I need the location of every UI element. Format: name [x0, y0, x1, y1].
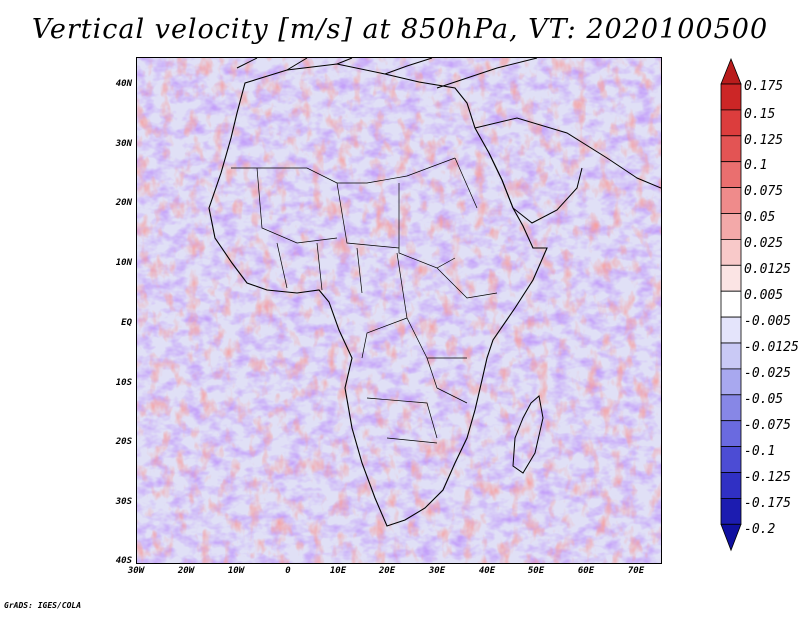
lat-label-40s: 40S — [115, 556, 132, 566]
field-texture-upward — [137, 58, 661, 563]
lat-label-30n: 30N — [115, 139, 132, 149]
colorbar-label: 0.1 — [744, 158, 768, 173]
lat-label-20s: 20S — [115, 437, 132, 447]
colorbar-label: -0.1 — [744, 444, 776, 459]
lat-label-10n: 10N — [115, 258, 132, 268]
lat-label-eq: EQ — [121, 318, 132, 328]
footer-credit: GrADS: IGES/COLA — [4, 601, 82, 610]
colorbar-label: -0.125 — [744, 470, 791, 485]
lon-label-70e: 70E — [627, 566, 645, 576]
colorbar-segment — [720, 161, 742, 188]
colorbar-label: -0.0125 — [744, 340, 799, 355]
colorbar-label: -0.175 — [744, 496, 791, 511]
colorbar-segment — [720, 109, 742, 137]
colorbar-label: 0.075 — [744, 184, 784, 199]
country-borders — [231, 157, 498, 444]
map-title: Vertical velocity [m/s] at 850hPa, VT: 2… — [31, 14, 769, 45]
colorbar-label: 0.0125 — [744, 262, 791, 277]
colorbar-segment — [720, 58, 742, 85]
colorbar-segment — [720, 342, 742, 370]
colorbar-segment — [720, 187, 742, 214]
lon-label-40e: 40E — [478, 566, 496, 576]
colorbar-segment — [720, 83, 742, 111]
colorbar-label: -0.025 — [744, 366, 791, 381]
colorbar-label: -0.05 — [744, 392, 784, 407]
lon-label-20w: 20W — [177, 566, 195, 576]
madagascar-coastline — [512, 395, 544, 474]
colorbar-segment — [720, 238, 742, 266]
colorbar-label: 0.175 — [744, 79, 784, 94]
colorbar — [720, 58, 742, 552]
lon-label-30w: 30W — [127, 566, 145, 576]
lat-label-20n: 20N — [115, 198, 132, 208]
lon-label-10w: 10W — [227, 566, 245, 576]
lon-label-10e: 10E — [329, 566, 347, 576]
colorbar-label: 0.15 — [744, 107, 776, 122]
map-area — [136, 57, 662, 564]
colorbar-label: 0.125 — [744, 133, 784, 148]
colorbar-segment — [720, 394, 742, 422]
colorbar-segment — [720, 213, 742, 240]
colorbar-label: 0.005 — [744, 288, 784, 303]
colorbar-segment — [720, 290, 742, 318]
europe-coastline — [236, 58, 538, 89]
colorbar-label: 0.025 — [744, 236, 784, 251]
colorbar-label: -0.2 — [744, 522, 776, 537]
colorbar-segment — [720, 135, 742, 163]
colorbar-label: 0.05 — [744, 210, 776, 225]
colorbar-segment — [720, 523, 742, 552]
lat-label-40n: 40N — [115, 79, 132, 89]
colorbar-segment — [720, 264, 742, 292]
lon-label-50e: 50E — [527, 566, 545, 576]
colorbar-label: -0.075 — [744, 418, 791, 433]
lon-label-20e: 20E — [378, 566, 396, 576]
colorbar-segment — [720, 316, 742, 344]
velocity-field — [137, 58, 661, 563]
lat-label-30s: 30S — [115, 497, 132, 507]
colorbar-segment — [720, 472, 742, 499]
colorbar-segment — [720, 420, 742, 448]
lat-label-10s: 10S — [115, 378, 132, 388]
colorbar-segment — [720, 368, 742, 396]
lon-label-0: 0 — [285, 566, 291, 576]
arabia-coastline — [474, 117, 661, 224]
africa-coastline — [208, 63, 548, 527]
colorbar-segment — [720, 446, 742, 473]
lon-label-30e: 30E — [428, 566, 446, 576]
colorbar-segment — [720, 497, 742, 525]
colorbar-label: -0.005 — [744, 314, 791, 329]
lon-label-60e: 60E — [577, 566, 595, 576]
